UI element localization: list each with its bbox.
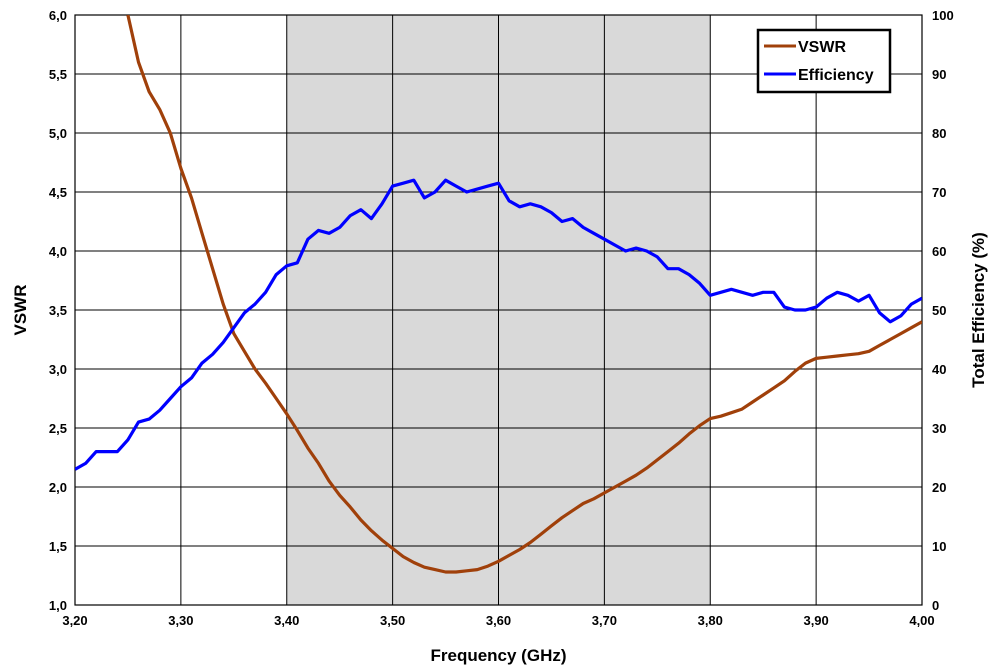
legend-box <box>756 28 892 94</box>
gridlines <box>74 14 923 606</box>
y-tick-label: 2,5 <box>49 421 67 436</box>
x-tick-label: 3,20 <box>62 613 87 628</box>
y-tick-label: 4,5 <box>49 185 67 200</box>
x-tick-label: 3,60 <box>486 613 511 628</box>
y2-tick-label: 100 <box>932 8 954 23</box>
y-tick-label: 1,0 <box>49 598 67 613</box>
series-layer <box>75 15 922 574</box>
series-line-vswr <box>126 15 922 574</box>
x-tick-label: 3,40 <box>274 613 299 628</box>
y-tick-label: 1,5 <box>49 539 67 554</box>
y2-tick-label: 0 <box>932 598 939 613</box>
y-tick-label: 5,0 <box>49 126 67 141</box>
plot-area <box>74 14 923 606</box>
y2-tick-label: 60 <box>932 244 946 259</box>
x-tick-label: 3,80 <box>698 613 723 628</box>
y2-tick-label: 70 <box>932 185 946 200</box>
y-tick-label: 4,0 <box>49 244 67 259</box>
y2-tick-label: 90 <box>932 67 946 82</box>
tick-labels: 3,20 3,30 3,40 3,50 3,60 3,70 3,80 3,90 4,001,01… <box>49 8 954 628</box>
series-line-efficiency <box>75 178 922 471</box>
x-axis-title: Frequency (GHz) <box>430 646 566 665</box>
y2-tick-label: 80 <box>932 126 946 141</box>
y2-tick-label: 10 <box>932 539 946 554</box>
y2-tick-label: 40 <box>932 362 946 377</box>
y2-axis-title: Total Efficiency (%) <box>969 232 988 388</box>
y-tick-label: 3,5 <box>49 303 67 318</box>
y2-tick-label: 20 <box>932 480 946 495</box>
x-tick-label: 4,00 <box>909 613 934 628</box>
y2-tick-label: 30 <box>932 421 946 436</box>
y-tick-label: 2,0 <box>49 480 67 495</box>
x-tick-label: 3,90 <box>803 613 828 628</box>
y2-tick-label: 50 <box>932 303 946 318</box>
y-tick-label: 5,5 <box>49 67 67 82</box>
x-tick-label: 3,50 <box>380 613 405 628</box>
x-tick-label: 3,30 <box>168 613 193 628</box>
legend: VSWR Efficiency <box>756 28 892 94</box>
legend-label-vswr: VSWR <box>798 39 846 56</box>
y-tick-label: 3,0 <box>49 362 67 377</box>
legend-label-efficiency: Efficiency <box>798 67 874 84</box>
y-tick-label: 6,0 <box>49 8 67 23</box>
x-tick-label: 3,70 <box>592 613 617 628</box>
y-axis-title: VSWR <box>11 285 30 336</box>
